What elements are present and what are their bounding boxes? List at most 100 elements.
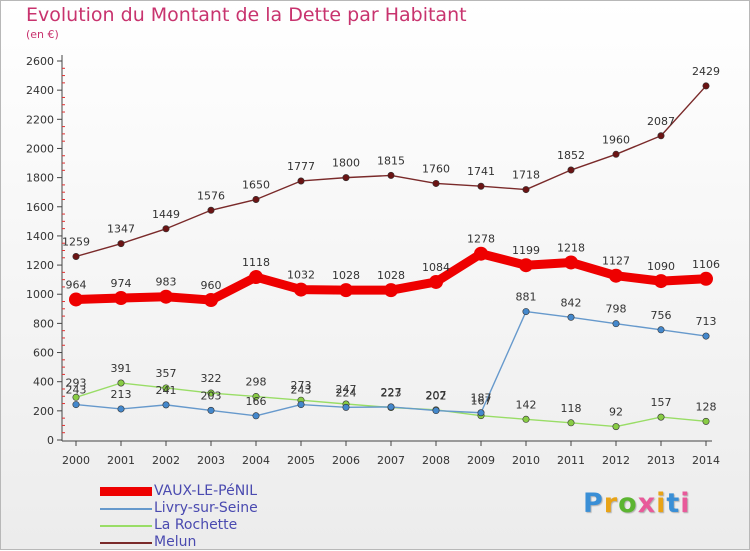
data-label: 1118 xyxy=(242,256,270,269)
data-label: 1777 xyxy=(287,160,315,173)
x-tick-label: 2008 xyxy=(422,454,450,467)
y-tick-label: 800 xyxy=(33,317,54,330)
data-point xyxy=(162,401,170,409)
data-point xyxy=(519,258,533,273)
data-label: 293 xyxy=(66,376,87,389)
data-point xyxy=(342,174,350,182)
data-point xyxy=(72,401,80,409)
x-tick-label: 2011 xyxy=(557,454,585,467)
data-label: 1032 xyxy=(287,269,315,282)
data-label: 224 xyxy=(336,386,357,399)
data-label: 1347 xyxy=(107,223,135,236)
x-tick-label: 2007 xyxy=(377,454,405,467)
data-point xyxy=(477,409,485,417)
logo-letter: r xyxy=(603,488,619,519)
data-label: 213 xyxy=(111,388,132,401)
data-point xyxy=(117,240,125,248)
y-tick-label: 0 xyxy=(47,434,54,447)
data-point xyxy=(612,320,620,328)
data-label: 756 xyxy=(651,309,672,322)
legend-swatch xyxy=(100,487,152,496)
chart-title: Evolution du Montant de la Dette par Hab… xyxy=(26,4,467,26)
data-label: 1090 xyxy=(647,260,675,273)
y-tick-label: 200 xyxy=(33,405,54,418)
legend-label: VAUX-LE-PéNIL xyxy=(154,483,258,499)
x-tick-label: 2012 xyxy=(602,454,630,467)
data-label: 157 xyxy=(651,396,672,409)
data-label: 974 xyxy=(111,277,132,290)
logo-letter: i xyxy=(656,488,667,519)
data-label: 881 xyxy=(516,291,537,304)
data-point xyxy=(429,274,443,289)
data-point xyxy=(387,403,395,411)
data-label: 243 xyxy=(66,384,87,397)
data-point xyxy=(654,274,668,289)
data-label: 207 xyxy=(426,389,447,402)
data-point xyxy=(72,252,80,260)
x-tick-label: 2005 xyxy=(287,454,315,467)
data-point xyxy=(609,268,623,283)
data-point xyxy=(252,412,260,420)
data-point xyxy=(564,255,578,270)
data-label: 298 xyxy=(246,376,267,389)
data-label: 1218 xyxy=(557,241,585,254)
data-point xyxy=(384,283,398,298)
data-label: 1028 xyxy=(332,269,360,282)
x-tick-label: 2014 xyxy=(692,454,720,467)
data-label: 1576 xyxy=(197,189,225,202)
data-point xyxy=(249,270,263,285)
data-point xyxy=(702,332,710,340)
data-point xyxy=(207,206,215,214)
x-tick-label: 2009 xyxy=(467,454,495,467)
data-point xyxy=(162,225,170,233)
data-point xyxy=(522,186,530,194)
y-tick-label: 1600 xyxy=(26,201,54,214)
data-point xyxy=(432,407,440,415)
data-label: 92 xyxy=(609,406,623,419)
x-tick-label: 2002 xyxy=(152,454,180,467)
y-tick-label: 2200 xyxy=(26,113,54,126)
data-label: 1449 xyxy=(152,208,180,221)
chart-subtitle: (en €) xyxy=(26,28,59,41)
data-label: 273 xyxy=(291,379,312,392)
data-label: 1106 xyxy=(692,258,720,271)
legend-swatch xyxy=(100,525,152,527)
data-point xyxy=(294,282,308,297)
x-tick-label: 2001 xyxy=(107,454,135,467)
legend-label: Melun xyxy=(154,534,197,550)
logo-letter: o xyxy=(618,488,638,519)
legend-swatch xyxy=(100,508,152,510)
data-label: 1259 xyxy=(62,235,90,248)
data-label: 1084 xyxy=(422,261,450,274)
proxiti-logo: Proxiti xyxy=(583,488,691,519)
data-point xyxy=(567,313,575,321)
data-point xyxy=(474,246,488,261)
data-label: 1760 xyxy=(422,162,450,175)
logo-letter: t xyxy=(666,488,681,519)
logo-letter: i xyxy=(680,488,691,519)
data-label: 2087 xyxy=(647,115,675,128)
data-label: 391 xyxy=(111,362,132,375)
logo-letter: P xyxy=(583,488,604,519)
y-tick-label: 2400 xyxy=(26,84,54,97)
series-line-livry-sur-seine xyxy=(75,310,707,417)
data-point xyxy=(612,423,620,431)
data-point xyxy=(204,293,218,308)
x-tick-label: 2004 xyxy=(242,454,270,467)
data-label: 202 xyxy=(426,390,447,403)
x-tick-label: 2000 xyxy=(62,454,90,467)
data-label: 1718 xyxy=(512,169,540,182)
y-tick-label: 2000 xyxy=(26,142,54,155)
data-label: 118 xyxy=(561,402,582,415)
x-tick-label: 2013 xyxy=(647,454,675,467)
data-label: 1127 xyxy=(602,255,630,268)
data-label: 241 xyxy=(156,384,177,397)
data-label: 1741 xyxy=(467,165,495,178)
y-tick-label: 1000 xyxy=(26,288,54,301)
data-point xyxy=(72,393,80,401)
data-point xyxy=(117,405,125,413)
data-point xyxy=(567,419,575,427)
data-point xyxy=(702,82,710,90)
data-point xyxy=(297,177,305,185)
data-label: 983 xyxy=(156,276,177,289)
